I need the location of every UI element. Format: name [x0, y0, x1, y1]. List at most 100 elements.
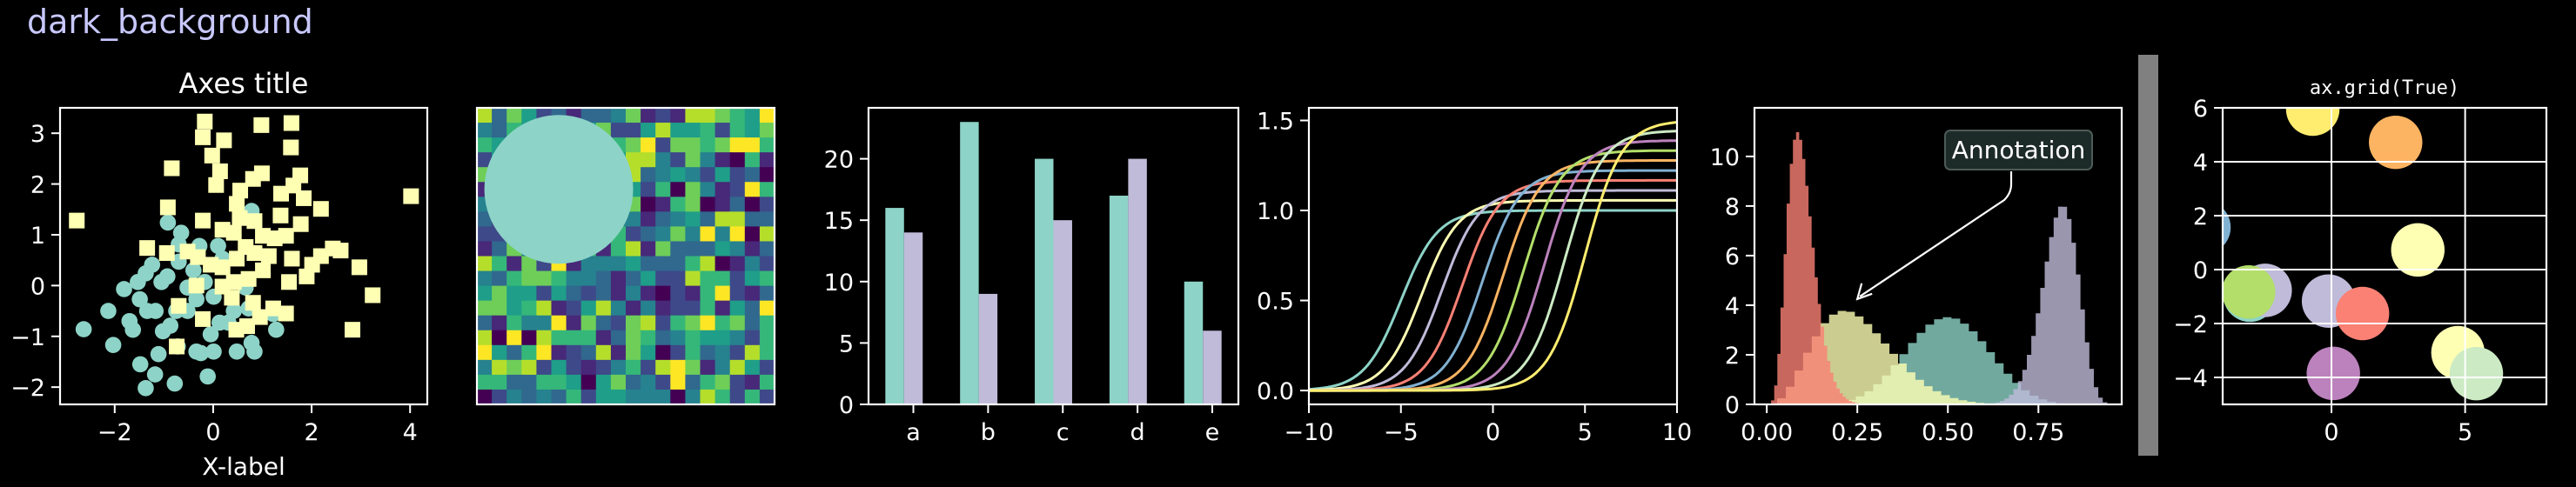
bar-series2 [903, 232, 923, 404]
scatter-point-square [171, 297, 187, 314]
y-tick-label: 0 [1725, 392, 1740, 419]
heatmap-cell [700, 300, 716, 317]
heatmap-cell [685, 256, 701, 272]
heatmap-cell [729, 344, 746, 361]
scatter-point-circle [116, 281, 132, 297]
heatmap-cell [700, 197, 716, 212]
heatmap-cell [595, 344, 612, 361]
heatmap-cell [641, 359, 656, 376]
annotation-arrow [1859, 171, 2013, 297]
heatmap-cell [580, 344, 597, 361]
heatmap-cell [670, 344, 686, 361]
scatter-point-square [164, 160, 180, 177]
heatmap-cell [744, 226, 761, 243]
y-tick-label: −2 [10, 375, 45, 402]
heatmap-cell [536, 389, 553, 404]
heatmap-cell [655, 226, 671, 243]
heatmap-cell [641, 300, 656, 317]
heatmap-cell [744, 256, 761, 272]
heatmap-cell [729, 182, 746, 197]
scatter-point-square [69, 212, 85, 229]
y-tick-label: 6 [1725, 244, 1740, 270]
heatmap-cell [670, 330, 686, 346]
y-tick-label: 0.5 [1257, 289, 1294, 316]
scatter-point-square [299, 268, 315, 284]
heatmap-cell [670, 285, 686, 302]
heatmap-cell [744, 152, 761, 168]
heatmap-cell [714, 270, 731, 287]
scatter-point-circle [138, 303, 156, 319]
heatmap-cell [685, 285, 701, 302]
x-tick-label: −10 [1285, 419, 1334, 446]
heatmap-cell [641, 374, 656, 390]
heatmap-cell [729, 300, 746, 317]
heatmap-cell [670, 359, 686, 376]
heatmap-cell [759, 123, 775, 138]
heatmap-cell [729, 285, 746, 302]
heatmap-cell [506, 315, 522, 331]
scatter-point-circle [75, 321, 92, 337]
bar-series2 [1203, 330, 1222, 404]
scatter-point-square [283, 115, 299, 131]
heatmap-cell [492, 315, 507, 331]
heatmap-cell [729, 374, 746, 390]
heatmap-cell [700, 123, 716, 138]
heatmap-cell [580, 374, 597, 390]
scatter-point-square [332, 243, 349, 259]
scatter-point-square [296, 190, 312, 206]
x-tick-label: 0.25 [1831, 419, 1883, 446]
y-tick-label: −4 [2173, 365, 2208, 392]
heatmap-cell [566, 374, 582, 390]
heatmap-cell [729, 330, 746, 346]
heatmap-cell [714, 152, 731, 168]
heatmap-cell [477, 270, 493, 287]
heatmap-cell [521, 374, 537, 390]
scatter-point-square [292, 216, 309, 232]
heatmap-cell [477, 137, 493, 153]
patch-circle [2335, 286, 2390, 341]
heatmap-cell [744, 182, 761, 197]
heatmap-cell [729, 108, 746, 123]
heatmap-cell [506, 344, 522, 361]
x-tick-label: 0 [2324, 419, 2338, 446]
sigmoid-line [1309, 189, 1677, 392]
heatmap-cell [477, 330, 493, 346]
heatmap-cell [566, 270, 582, 287]
scatter-point-square [159, 199, 176, 216]
heatmap-cell [744, 211, 761, 227]
heatmap-cell [506, 374, 522, 390]
scatter-point-square [272, 207, 289, 223]
patch-circle [2223, 265, 2276, 319]
scatter-point-square [211, 163, 228, 179]
scatter-point-circle [188, 290, 205, 308]
y-tick-label: 5 [839, 330, 854, 357]
heatmap-cell [700, 241, 716, 257]
heatmap-cell [551, 285, 567, 302]
heatmap-cell [580, 270, 597, 287]
heatmap-cell [595, 270, 612, 287]
heatmap-cell [655, 152, 671, 168]
y-tick-label: 0.0 [1257, 378, 1294, 405]
heatmap-cell [670, 211, 686, 227]
heatmap-cell [566, 285, 582, 302]
heatmap-cell [759, 389, 775, 404]
heatmap-cell [685, 152, 701, 168]
heatmap-cell [610, 389, 627, 404]
heatmap-cell [641, 197, 656, 212]
scatter-point-square [345, 322, 361, 338]
heatmap-cell [685, 123, 701, 138]
heatmap-cell [655, 108, 671, 123]
heatmap-cell [655, 330, 671, 346]
heatmap-cell [729, 359, 746, 376]
heatmap-cell [655, 123, 671, 138]
heatmap-cell [626, 226, 641, 243]
heatmap-cell [700, 374, 716, 390]
scatter-point-square [229, 196, 245, 212]
x-tick-label: 5 [1578, 419, 1593, 446]
heatmap-cell [506, 256, 522, 272]
heatmap-cell [729, 256, 746, 272]
annotation-text: Annotation [1952, 136, 2086, 164]
heatmap-cell [626, 137, 641, 153]
x-tick-label: 0 [205, 419, 220, 446]
scatter-point-square [351, 259, 367, 276]
